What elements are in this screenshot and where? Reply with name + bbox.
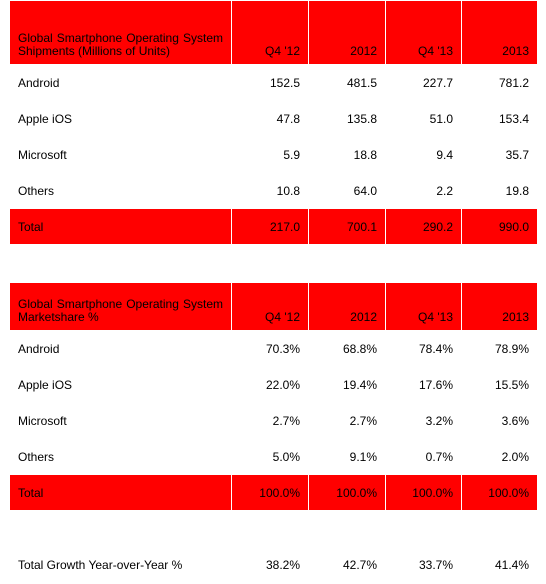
marketshare-col-q4-12: Q4 '12 [231, 282, 309, 331]
row-label: Microsoft [9, 136, 232, 173]
cell-value: 18.8 [308, 136, 386, 173]
cell-value: 0.7% [385, 438, 462, 475]
total-label: Total [9, 208, 232, 245]
total-value: 700.1 [308, 208, 386, 245]
growth-label: Total Growth Year-over-Year % [9, 546, 232, 584]
cell-value: 2.0% [461, 438, 538, 475]
shipments-row-microsoft: Microsoft 5.9 18.8 9.4 35.7 [9, 136, 538, 173]
cell-value: 481.5 [308, 64, 386, 101]
shipments-total-row: Total 217.0 700.1 290.2 990.0 [9, 208, 538, 245]
row-label: Others [9, 438, 232, 475]
shipments-col-q4-13: Q4 '13 [385, 0, 462, 65]
shipments-row-android: Android 152.5 481.5 227.7 781.2 [9, 64, 538, 101]
total-value: 217.0 [231, 208, 309, 245]
cell-value: 2.7% [308, 402, 386, 439]
row-label: Android [9, 330, 232, 367]
cell-value: 3.2% [385, 402, 462, 439]
marketshare-col-2013: 2013 [461, 282, 538, 331]
total-value: 100.0% [308, 474, 386, 511]
cell-value: 227.7 [385, 64, 462, 101]
cell-value: 78.4% [385, 330, 462, 367]
shipments-col-q4-12: Q4 '12 [231, 0, 309, 65]
cell-value: 9.4 [385, 136, 462, 173]
cell-value: 2.2 [385, 172, 462, 209]
cell-value: 51.0 [385, 100, 462, 137]
cell-value: 781.2 [461, 64, 538, 101]
marketshare-row-microsoft: Microsoft 2.7% 2.7% 3.2% 3.6% [9, 402, 538, 439]
total-value: 990.0 [461, 208, 538, 245]
cell-value: 35.7 [461, 136, 538, 173]
marketshare-row-apple-ios: Apple iOS 22.0% 19.4% 17.6% 15.5% [9, 366, 538, 403]
cell-value: 17.6% [385, 366, 462, 403]
cell-value: 5.0% [231, 438, 309, 475]
cell-value: 47.8 [231, 100, 309, 137]
total-label: Total [9, 474, 232, 511]
cell-value: 5.9 [231, 136, 309, 173]
cell-value: 19.8 [461, 172, 538, 209]
growth-value: 38.2% [231, 546, 309, 584]
cell-value: 2.7% [231, 402, 309, 439]
growth-value: 41.4% [461, 546, 538, 584]
marketshare-header-row: Global Smartphone Operating System Marke… [9, 282, 538, 331]
cell-value: 15.5% [461, 366, 538, 403]
growth-table: Total Growth Year-over-Year % 38.2% 42.7… [9, 546, 538, 584]
shipments-header-row: Global Smartphone Operating System Shipm… [9, 0, 538, 65]
cell-value: 22.0% [231, 366, 309, 403]
cell-value: 64.0 [308, 172, 386, 209]
row-label: Microsoft [9, 402, 232, 439]
cell-value: 78.9% [461, 330, 538, 367]
marketshare-col-q4-13: Q4 '13 [385, 282, 462, 331]
shipments-col-2012: 2012 [308, 0, 386, 65]
total-value: 100.0% [461, 474, 538, 511]
row-label: Apple iOS [9, 100, 232, 137]
row-label: Others [9, 172, 232, 209]
cell-value: 70.3% [231, 330, 309, 367]
marketshare-table: Global Smartphone Operating System Marke… [9, 282, 538, 511]
total-value: 100.0% [231, 474, 309, 511]
cell-value: 68.8% [308, 330, 386, 367]
marketshare-total-row: Total 100.0% 100.0% 100.0% 100.0% [9, 474, 538, 511]
marketshare-title: Global Smartphone Operating System Marke… [9, 282, 232, 331]
growth-value: 42.7% [308, 546, 386, 584]
total-value: 290.2 [385, 208, 462, 245]
growth-row: Total Growth Year-over-Year % 38.2% 42.7… [9, 546, 538, 584]
marketshare-col-2012: 2012 [308, 282, 386, 331]
growth-value: 33.7% [385, 546, 462, 584]
cell-value: 9.1% [308, 438, 386, 475]
shipments-table: Global Smartphone Operating System Shipm… [9, 0, 538, 245]
cell-value: 135.8 [308, 100, 386, 137]
cell-value: 3.6% [461, 402, 538, 439]
marketshare-row-android: Android 70.3% 68.8% 78.4% 78.9% [9, 330, 538, 367]
cell-value: 153.4 [461, 100, 538, 137]
row-label: Apple iOS [9, 366, 232, 403]
shipments-col-2013: 2013 [461, 0, 538, 65]
cell-value: 10.8 [231, 172, 309, 209]
cell-value: 152.5 [231, 64, 309, 101]
shipments-row-others: Others 10.8 64.0 2.2 19.8 [9, 172, 538, 209]
marketshare-row-others: Others 5.0% 9.1% 0.7% 2.0% [9, 438, 538, 475]
total-value: 100.0% [385, 474, 462, 511]
row-label: Android [9, 64, 232, 101]
cell-value: 19.4% [308, 366, 386, 403]
shipments-row-apple-ios: Apple iOS 47.8 135.8 51.0 153.4 [9, 100, 538, 137]
shipments-title: Global Smartphone Operating System Shipm… [9, 0, 232, 65]
